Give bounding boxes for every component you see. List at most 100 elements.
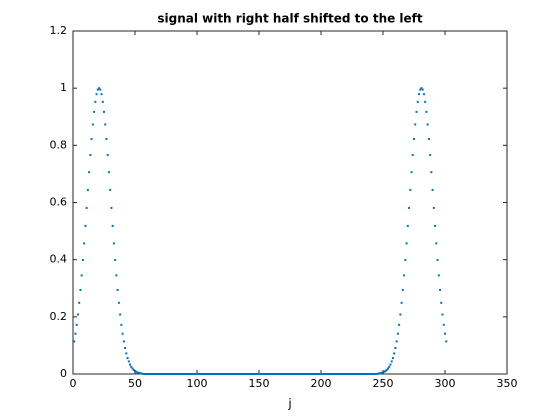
point xyxy=(425,110,428,113)
point xyxy=(224,373,227,375)
point xyxy=(295,373,298,375)
point xyxy=(280,373,283,375)
point xyxy=(431,188,434,191)
point xyxy=(208,373,211,375)
point xyxy=(74,332,77,335)
point xyxy=(192,373,195,375)
point xyxy=(233,373,236,375)
point xyxy=(105,138,108,141)
point xyxy=(359,373,362,375)
point xyxy=(210,373,213,375)
point xyxy=(292,373,295,375)
point xyxy=(291,373,294,375)
point xyxy=(384,370,387,373)
point xyxy=(155,373,158,375)
point xyxy=(261,373,264,375)
plot-frame xyxy=(72,30,508,375)
point xyxy=(290,373,293,375)
y-tick-label: 1.2 xyxy=(50,24,68,37)
point xyxy=(434,224,437,227)
point xyxy=(339,373,342,375)
point xyxy=(249,373,252,375)
point xyxy=(267,373,270,375)
point xyxy=(420,87,423,90)
point xyxy=(171,373,174,375)
point xyxy=(207,373,210,375)
point xyxy=(445,340,448,343)
point xyxy=(368,373,371,375)
point xyxy=(111,224,114,227)
point xyxy=(189,373,192,375)
point xyxy=(441,313,444,316)
point xyxy=(94,100,97,103)
point xyxy=(156,373,159,375)
point xyxy=(163,373,166,375)
point xyxy=(383,370,386,373)
point xyxy=(318,373,321,375)
point xyxy=(337,373,340,375)
point xyxy=(378,372,381,375)
point xyxy=(303,373,306,375)
point xyxy=(352,373,355,375)
point xyxy=(360,373,363,375)
point xyxy=(230,373,233,375)
point xyxy=(116,288,119,291)
point xyxy=(145,373,148,375)
point xyxy=(414,123,417,126)
point xyxy=(258,373,260,375)
point xyxy=(393,352,396,355)
point xyxy=(236,373,239,375)
point xyxy=(152,373,155,375)
point xyxy=(296,373,299,375)
y-tick-label: 0.2 xyxy=(50,310,68,323)
point xyxy=(386,367,389,370)
point xyxy=(406,224,409,227)
point xyxy=(410,171,413,174)
point xyxy=(276,373,279,375)
point xyxy=(79,288,82,291)
point xyxy=(354,373,357,375)
point xyxy=(215,373,218,375)
point xyxy=(432,206,435,209)
point xyxy=(151,373,154,375)
point xyxy=(115,274,118,277)
point xyxy=(370,373,373,375)
point xyxy=(256,373,259,375)
point xyxy=(357,373,360,375)
point xyxy=(112,242,115,245)
point xyxy=(284,373,287,375)
point xyxy=(176,373,179,375)
point xyxy=(297,373,300,375)
point xyxy=(187,373,190,375)
point xyxy=(323,373,326,375)
point xyxy=(331,373,334,375)
point xyxy=(379,372,382,375)
point xyxy=(197,373,200,375)
point xyxy=(196,373,198,375)
point xyxy=(382,371,384,374)
point xyxy=(264,373,267,375)
point xyxy=(76,313,79,316)
point xyxy=(89,154,92,157)
point xyxy=(248,373,251,375)
point xyxy=(398,323,401,326)
point xyxy=(405,242,408,245)
point xyxy=(364,373,367,375)
point xyxy=(193,373,196,375)
point xyxy=(83,242,86,245)
point xyxy=(96,88,99,91)
point xyxy=(142,373,145,375)
point xyxy=(282,373,285,375)
point xyxy=(129,363,132,366)
point xyxy=(84,224,87,227)
point xyxy=(220,373,223,375)
point xyxy=(408,206,411,209)
point xyxy=(389,363,392,366)
point xyxy=(390,360,393,363)
point xyxy=(241,373,244,375)
point xyxy=(416,100,419,103)
point xyxy=(95,93,98,96)
point xyxy=(239,373,242,375)
point xyxy=(85,206,88,209)
point xyxy=(380,371,383,374)
